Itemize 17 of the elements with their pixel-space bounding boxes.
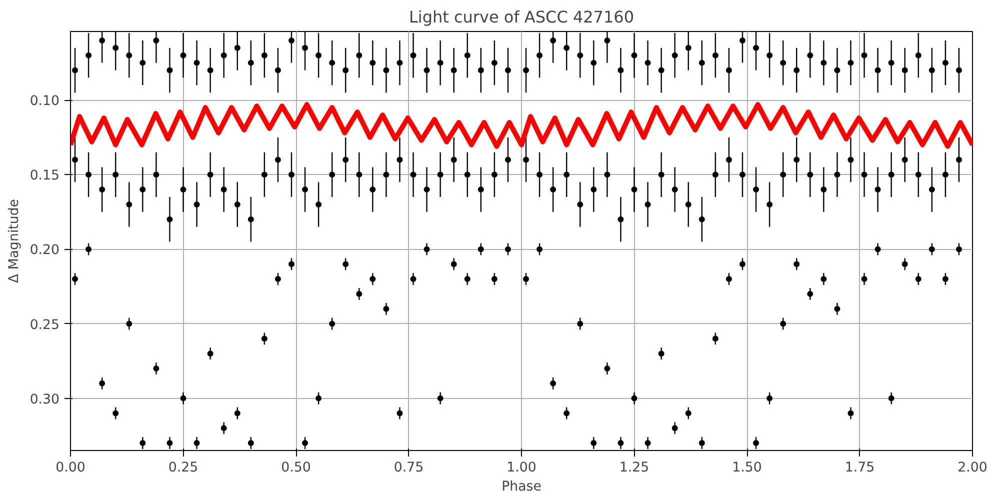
y-tick-label: 0.25 xyxy=(30,318,60,333)
x-tick-label: 1.50 xyxy=(732,460,762,476)
y-axis-title: Δ Magnitude xyxy=(6,199,22,283)
x-tick-label: 2.00 xyxy=(958,460,988,476)
y-tick-label: 0.15 xyxy=(30,168,60,184)
x-tick-label: 1.00 xyxy=(506,460,536,476)
x-axis-title: Phase xyxy=(502,480,542,494)
y-tick-label: 0.10 xyxy=(30,94,60,110)
x-tick-label: 0.75 xyxy=(394,460,424,476)
x-tick-label: 0.50 xyxy=(281,460,311,476)
chart-title: Light curve of ASCC 427160 xyxy=(408,8,634,26)
y-tick-label: 0.20 xyxy=(30,243,60,258)
x-tick-label: 1.25 xyxy=(619,460,650,476)
y-tick-label: 0.30 xyxy=(30,392,60,408)
x-tick-label: 1.75 xyxy=(844,460,875,476)
x-tick-label: 0.25 xyxy=(168,460,198,476)
x-tick-label: 0.00 xyxy=(56,460,86,476)
